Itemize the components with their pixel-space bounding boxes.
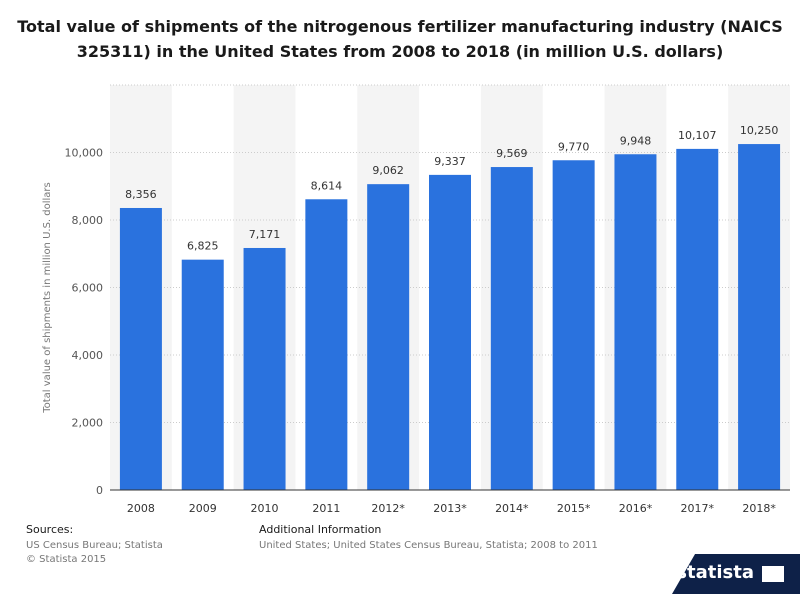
- sources-label: Sources:: [26, 523, 74, 536]
- bar: [119, 207, 162, 491]
- data-label: 9,062: [372, 164, 404, 177]
- data-label: 10,250: [740, 124, 779, 137]
- x-tick-label: 2017*: [681, 502, 715, 515]
- data-label: 9,770: [558, 140, 590, 153]
- bar: [614, 154, 657, 490]
- sources-line-1: US Census Bureau; Statista: [26, 540, 163, 551]
- x-tick-label: 2014*: [495, 502, 529, 515]
- x-tick-label: 2016*: [619, 502, 653, 515]
- bar: [367, 184, 410, 490]
- statista-logo-icon: [762, 566, 784, 582]
- y-axis-label: Total value of shipments in million U.S.…: [42, 182, 53, 414]
- x-tick-label: 2012*: [371, 502, 405, 515]
- data-label: 8,356: [125, 188, 157, 201]
- y-tick-label: 8,000: [72, 214, 104, 227]
- y-tick-label: 0: [96, 484, 103, 497]
- x-tick-label: 2009: [189, 502, 217, 515]
- x-tick-label: 2015*: [557, 502, 591, 515]
- data-label: 9,337: [434, 155, 466, 168]
- bar: [738, 144, 781, 490]
- data-label: 7,171: [249, 228, 281, 241]
- bar: [305, 199, 348, 490]
- x-tick-label: 2013*: [433, 502, 467, 515]
- x-tick-label: 2011: [312, 502, 340, 515]
- y-tick-label: 6,000: [72, 282, 104, 295]
- bar: [490, 167, 533, 490]
- bar: [676, 148, 719, 491]
- bar: [181, 259, 224, 490]
- y-tick-label: 10,000: [65, 147, 104, 160]
- y-tick-label: 4,000: [72, 349, 104, 362]
- data-label: 10,107: [678, 129, 717, 142]
- x-tick-label: 2018*: [742, 502, 776, 515]
- additional-information-text: United States; United States Census Bure…: [259, 540, 598, 551]
- bar: [552, 160, 595, 490]
- data-label: 8,614: [311, 179, 343, 192]
- data-label: 6,825: [187, 240, 219, 253]
- bar: [429, 174, 471, 490]
- data-label: 9,948: [620, 134, 652, 147]
- statista-logo-text: statista: [676, 562, 754, 583]
- additional-information-link[interactable]: Additional Information: [259, 523, 382, 536]
- x-tick-label: 2010: [251, 502, 279, 515]
- y-tick-label: 2,000: [72, 417, 104, 430]
- data-label: 9,569: [496, 147, 528, 160]
- sources-line-2: © Statista 2015: [26, 554, 107, 565]
- chart-title: Total value of shipments of the nitrogen…: [17, 17, 783, 61]
- x-tick-label: 2008: [127, 502, 155, 515]
- bar: [243, 247, 286, 490]
